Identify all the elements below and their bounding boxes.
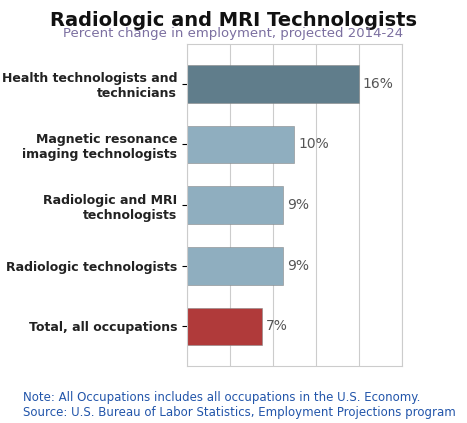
Text: 7%: 7% — [266, 319, 288, 333]
Bar — [187, 247, 283, 285]
Bar — [187, 187, 283, 224]
Text: Radiologic and MRI Technologists: Radiologic and MRI Technologists — [50, 11, 417, 30]
Text: Percent change in employment, projected 2014-24: Percent change in employment, projected … — [64, 27, 403, 41]
Text: Note: All Occupations includes all occupations in the U.S. Economy.: Note: All Occupations includes all occup… — [23, 391, 421, 404]
Bar — [187, 126, 294, 163]
Text: Source: U.S. Bureau of Labor Statistics, Employment Projections program: Source: U.S. Bureau of Labor Statistics,… — [23, 406, 456, 419]
Bar — [187, 65, 359, 103]
Text: 9%: 9% — [287, 198, 309, 212]
Text: 16%: 16% — [362, 77, 393, 91]
Bar — [187, 308, 262, 345]
Text: 9%: 9% — [287, 259, 309, 273]
Text: 10%: 10% — [298, 137, 329, 151]
